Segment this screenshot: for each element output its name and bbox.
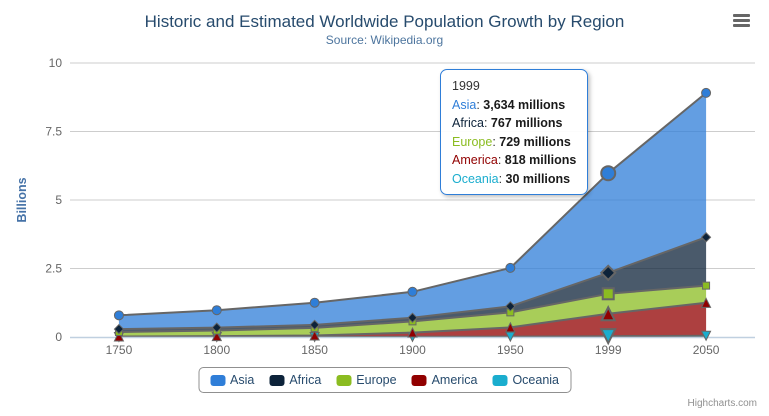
marker-africa-1800[interactable] <box>211 322 222 333</box>
marker-oceania-1999[interactable] <box>599 328 617 346</box>
marker-asia-2050[interactable] <box>701 87 712 98</box>
legend-swatch-icon <box>492 374 508 386</box>
marker-asia-1750[interactable] <box>113 310 124 321</box>
chart-title: Historic and Estimated Worldwide Populat… <box>144 12 625 31</box>
marker-america-1850[interactable] <box>309 329 320 341</box>
marker-oceania-2050[interactable] <box>700 330 712 342</box>
tooltip-row-africa: Africa: 767 millions <box>452 116 563 130</box>
legend-swatch-icon <box>210 374 225 386</box>
tooltip-series-name: Europe <box>452 134 493 149</box>
legend-label: Oceania <box>512 373 559 387</box>
hamburger-icon <box>733 14 750 17</box>
tooltip: 1999 Asia: 3,634 millions Africa: 767 mil… <box>440 69 589 195</box>
marker-america-1999[interactable] <box>600 305 617 322</box>
legend-item-europe[interactable]: Europe <box>336 373 397 387</box>
series-area-america[interactable] <box>118 302 707 337</box>
x-axis-label: 1950 <box>497 343 524 357</box>
x-axis-label: 1850 <box>301 343 328 357</box>
legend-swatch-icon <box>336 374 352 386</box>
marker-africa-1750[interactable] <box>113 323 125 335</box>
x-axis-label: 1999 <box>595 343 622 357</box>
marker-asia-1950[interactable] <box>505 262 516 273</box>
x-axis-label: 1800 <box>203 343 230 357</box>
tooltip-series-name: Asia <box>452 97 477 112</box>
legend-item-oceania[interactable]: Oceania <box>492 373 559 387</box>
tooltip-row-oceania: Oceania: 30 millions <box>452 171 571 186</box>
chart-subtitle: Source: Wikipedia.org <box>325 33 444 47</box>
marker-asia-1800[interactable] <box>211 305 222 316</box>
tooltip-row-europe: Europe: 729 millions <box>452 134 571 149</box>
legend-label: Asia <box>230 373 255 387</box>
marker-africa-1900[interactable] <box>407 312 418 323</box>
hamburger-icon <box>733 24 750 27</box>
y-axis-label: 2.5 <box>45 262 62 276</box>
series-area-asia[interactable] <box>118 92 707 330</box>
tooltip-series-value: 30 millions <box>505 171 571 186</box>
series-area-africa[interactable] <box>118 237 707 332</box>
marker-america-1950[interactable] <box>505 321 516 333</box>
legend-label: Africa <box>289 373 322 387</box>
hamburger-icon <box>733 19 750 22</box>
legend-label: Europe <box>356 373 397 387</box>
tooltip-series-value: 818 millions <box>504 153 577 167</box>
legend-label: America <box>431 373 478 387</box>
y-axis-label: 10 <box>49 56 63 70</box>
marker-asia-1900[interactable] <box>407 286 418 297</box>
tooltip-rows: Asia: 3,634 millions Africa: 767 millions… <box>452 96 576 189</box>
x-axis-label: 1900 <box>399 343 426 357</box>
marker-africa-1999[interactable] <box>599 264 617 282</box>
marker-europe-2050[interactable] <box>702 281 711 290</box>
legend-item-africa[interactable]: Africa <box>269 373 321 387</box>
legend-item-america[interactable]: America <box>411 373 478 387</box>
marker-america-1900[interactable] <box>407 326 418 338</box>
tooltip-category: 1999 <box>452 79 480 93</box>
marker-asia-1999[interactable] <box>600 165 617 182</box>
y-axis-title: Billions <box>15 177 29 222</box>
tooltip-series-name: Oceania <box>452 171 499 186</box>
x-axis-label: 2050 <box>693 343 720 357</box>
tooltip-row-america: America: 818 millions <box>452 153 577 167</box>
legend-swatch-icon <box>411 374 427 386</box>
marker-africa-1950[interactable] <box>505 301 516 312</box>
legend-swatch-icon <box>269 374 285 386</box>
tooltip-series-value: 3,634 millions <box>483 97 566 112</box>
tooltip-series-name: Africa <box>452 116 484 130</box>
y-axis-label: 7.5 <box>45 125 62 139</box>
marker-europe-1999[interactable] <box>601 287 615 301</box>
tooltip-series-name: America <box>452 153 498 167</box>
legend: Asia Africa Europe America Oceania <box>198 367 571 393</box>
marker-america-1800[interactable] <box>211 330 223 342</box>
credits-link[interactable]: Highcharts.com <box>687 398 757 409</box>
tooltip-series-value: 767 millions <box>490 116 563 130</box>
y-axis-label: 5 <box>55 193 62 207</box>
marker-america-2050[interactable] <box>700 297 712 308</box>
y-axis-label: 0 <box>55 330 62 344</box>
x-axis-label: 1750 <box>106 343 133 357</box>
export-menu-button[interactable] <box>733 14 750 29</box>
marker-africa-1850[interactable] <box>309 319 320 331</box>
tooltip-series-value: 729 millions <box>499 134 571 149</box>
legend-item-asia[interactable]: Asia <box>210 373 254 387</box>
marker-africa-2050[interactable] <box>700 232 712 243</box>
marker-asia-1850[interactable] <box>309 297 320 308</box>
marker-america-1750[interactable] <box>113 330 125 342</box>
tooltip-row-asia: Asia: 3,634 millions <box>452 97 566 112</box>
